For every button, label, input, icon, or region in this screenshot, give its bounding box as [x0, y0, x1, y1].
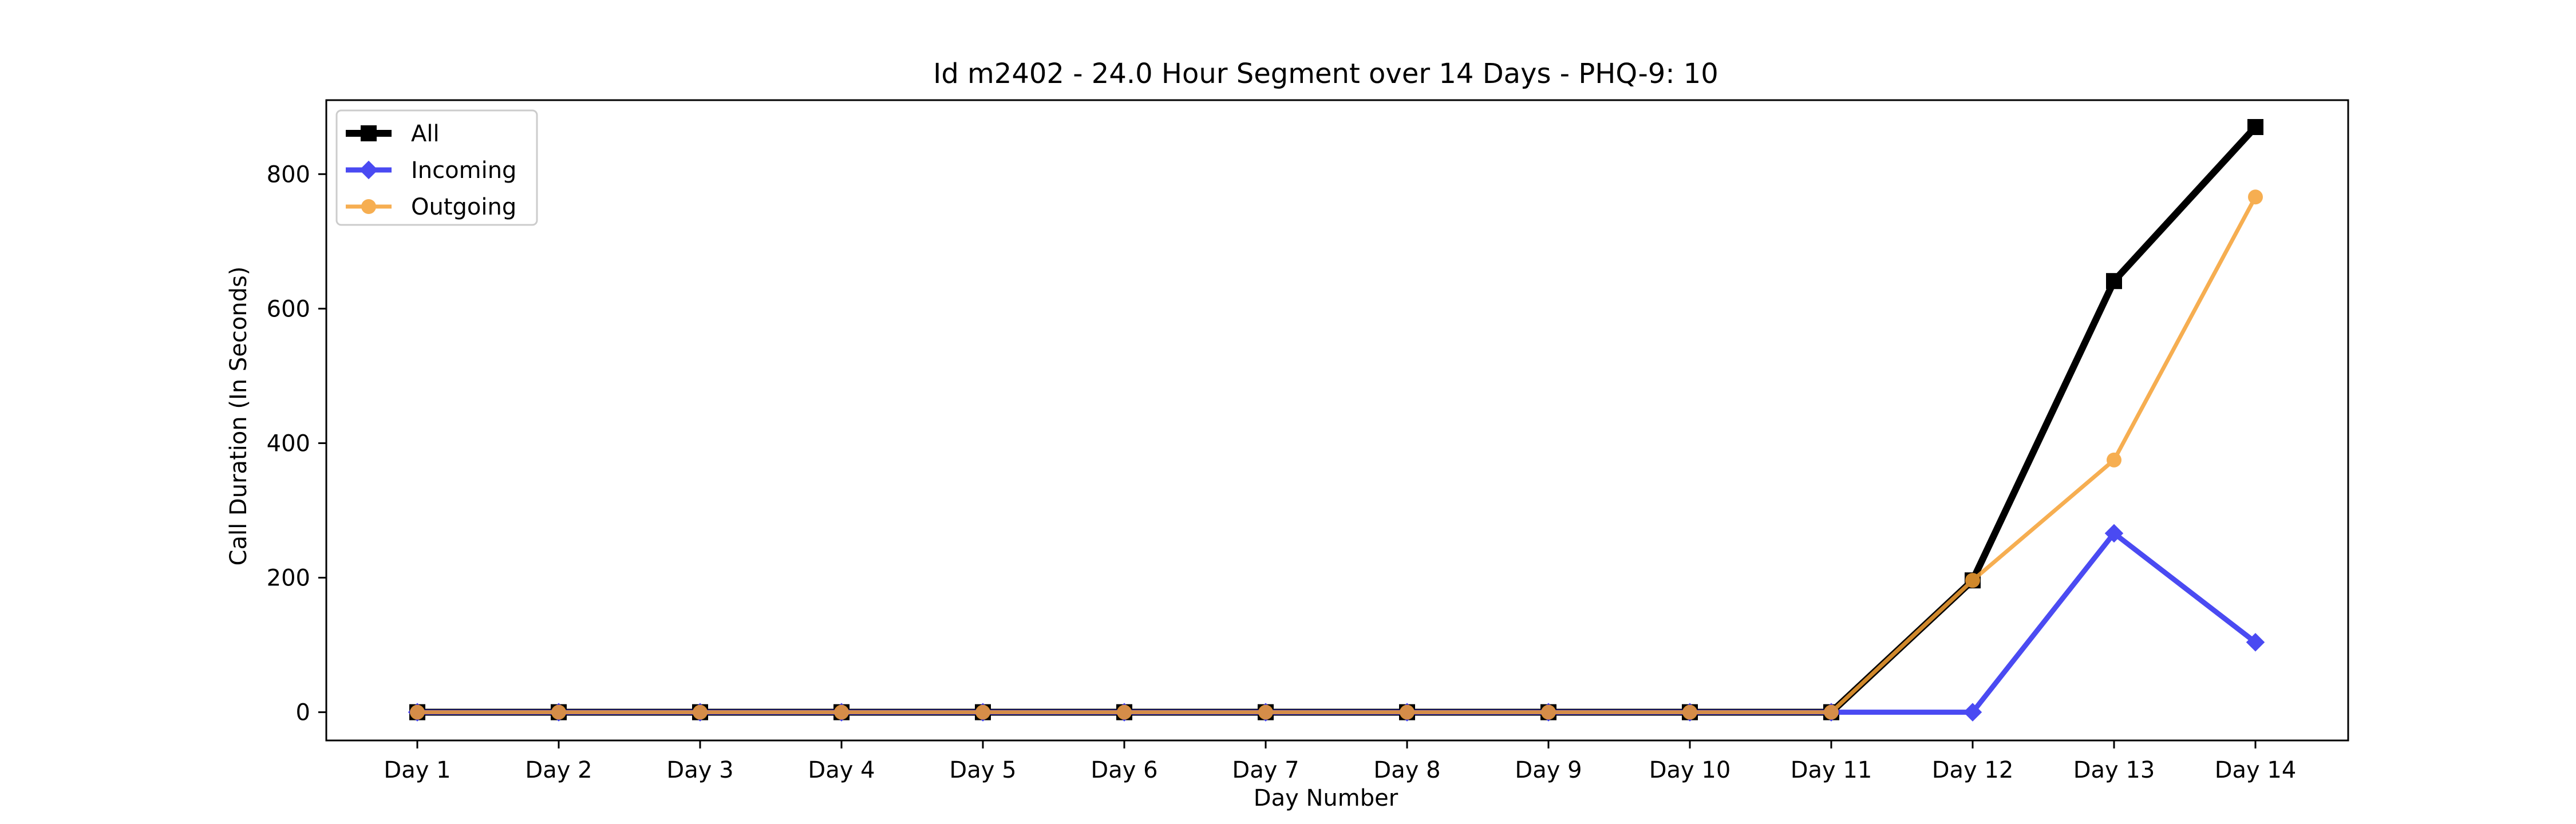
series-outgoing	[410, 189, 2263, 720]
data-point-outgoing	[410, 704, 425, 720]
plot-area	[408, 119, 2265, 722]
data-point-outgoing	[1400, 704, 1415, 720]
x-tick-label: Day 1	[384, 757, 451, 783]
data-point-outgoing	[1258, 704, 1273, 720]
series-line-outgoing	[417, 196, 2258, 715]
data-point-outgoing	[1824, 704, 1839, 720]
data-point-outgoing	[1682, 704, 1697, 720]
x-axis-label: Day Number	[1254, 785, 1398, 811]
legend-item-outgoing	[346, 199, 392, 214]
legend-label: Outgoing	[411, 194, 516, 220]
x-tick-label: Day 13	[2073, 757, 2155, 783]
x-tick-label: Day 11	[1791, 757, 1872, 783]
y-axis-label: Call Duration (In Seconds)	[226, 267, 252, 566]
legend: All Incoming Outgoing	[335, 109, 538, 226]
data-point-outgoing	[693, 704, 708, 720]
x-tick-label: Day 14	[2215, 757, 2297, 783]
legend-marker	[361, 199, 376, 214]
data-point-outgoing	[1541, 704, 1556, 720]
y-tick-label: 0	[296, 700, 310, 726]
data-point-outgoing	[1117, 704, 1132, 720]
plot-frame	[325, 99, 2349, 742]
x-tick-label: Day 10	[1649, 757, 1731, 783]
data-point-incoming	[1963, 703, 1982, 722]
legend-label: Incoming	[411, 157, 516, 184]
x-tick-label: Day 6	[1091, 757, 1157, 783]
axes: Day 1 Day 2 Day 3 Day 4 Day 5 Day 6 Day 7 Day 8…	[267, 99, 2349, 783]
legend-marker	[359, 160, 378, 180]
x-tick-label: Day 2	[525, 757, 592, 783]
legend-item-all	[346, 125, 392, 141]
y-tick-label: 200	[267, 565, 310, 592]
x-tick-label: Day 3	[666, 757, 733, 783]
data-point-outgoing	[1965, 573, 1980, 588]
data-point-outgoing	[2248, 189, 2263, 205]
legend-marker	[361, 125, 377, 141]
legend-label: All	[411, 121, 440, 147]
x-tick-label: Day 8	[1373, 757, 1440, 783]
y-tick-label: 600	[267, 296, 310, 322]
data-point-outgoing	[2107, 452, 2121, 468]
data-point-all	[2247, 119, 2263, 136]
data-point-incoming	[2104, 524, 2124, 543]
legend-item-incoming	[346, 160, 392, 180]
x-tick-label: Day 5	[949, 757, 1016, 783]
y-tick-label: 800	[267, 161, 310, 188]
y-tick-label: 400	[267, 430, 310, 457]
data-point-outgoing	[975, 704, 990, 720]
data-point-outgoing	[834, 704, 849, 720]
data-point-all	[2106, 273, 2122, 290]
data-point-outgoing	[551, 704, 566, 720]
x-tick-label: Day 4	[808, 757, 875, 783]
chart-title: Id m2402 - 24.0 Hour Segment over 14 Day…	[933, 58, 1718, 90]
legend-box	[335, 109, 538, 226]
data-point-incoming	[2246, 633, 2265, 652]
x-tick-label: Day 7	[1232, 757, 1299, 783]
x-tick-label: Day 12	[1932, 757, 2014, 783]
x-tick-label: Day 9	[1515, 757, 1582, 783]
